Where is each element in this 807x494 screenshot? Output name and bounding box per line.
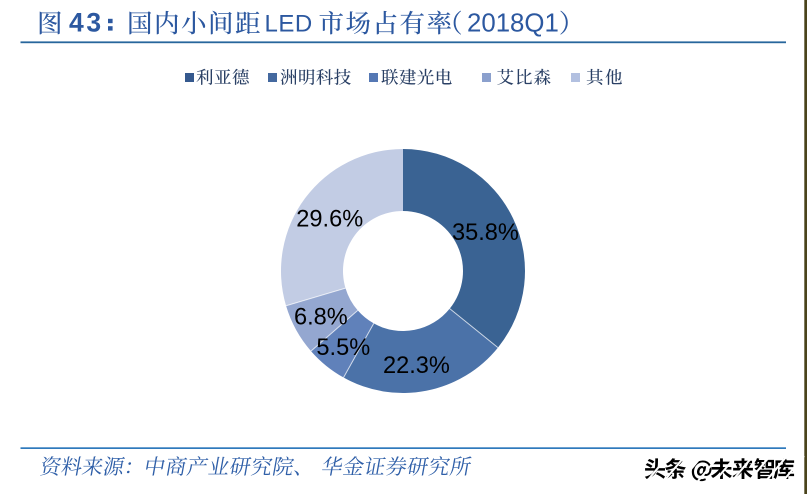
svg-text:22.3%: 22.3% (383, 353, 450, 379)
svg-text:LED: LED (265, 11, 313, 38)
svg-text:2018Q1: 2018Q1 (467, 10, 559, 38)
svg-text:29.6%: 29.6% (296, 206, 363, 232)
svg-text:35.8%: 35.8% (452, 220, 519, 246)
svg-text:43: 43 (69, 8, 104, 38)
svg-text:6.8%: 6.8% (294, 305, 348, 331)
svg-text:5.5%: 5.5% (316, 335, 370, 361)
